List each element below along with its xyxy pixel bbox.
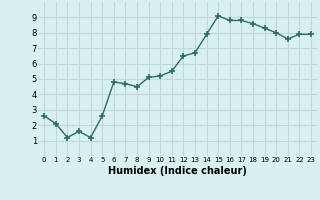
X-axis label: Humidex (Indice chaleur): Humidex (Indice chaleur) xyxy=(108,166,247,176)
